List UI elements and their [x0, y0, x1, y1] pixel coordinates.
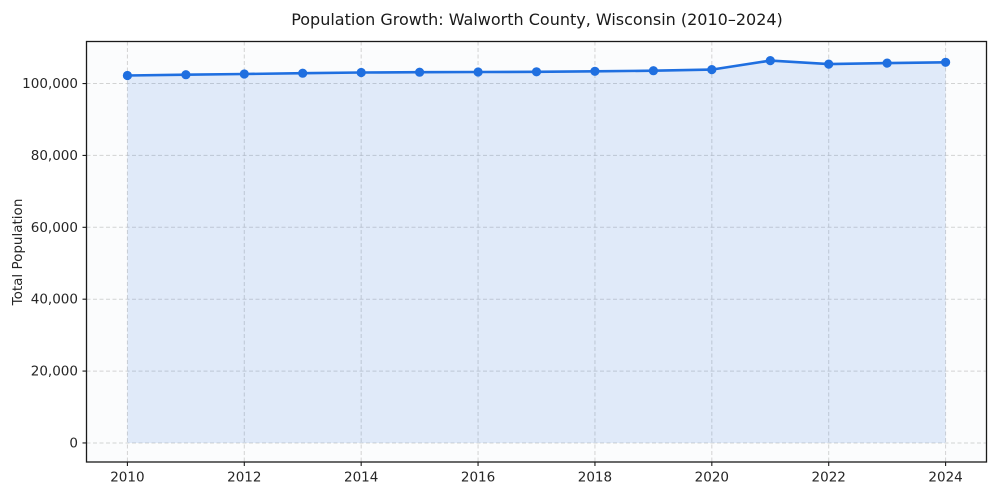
axes-spines [85, 40, 988, 463]
y-axis-label: Total Population [10, 198, 26, 306]
x-tick-label: 2022 [812, 470, 846, 486]
x-tick-label: 2018 [578, 470, 612, 486]
y-tick-label: 60,000 [31, 220, 78, 236]
data-point [531, 67, 542, 77]
x-tick-label: 2020 [695, 470, 729, 486]
data-point [473, 67, 483, 77]
data-point [824, 59, 834, 69]
data-point [707, 65, 717, 75]
chart-title: Population Growth: Walworth County, Wisc… [291, 10, 783, 29]
x-tick-label: 2012 [227, 470, 261, 486]
data-point [941, 57, 951, 67]
x-tick-label: 2024 [928, 470, 962, 486]
data-point [122, 70, 132, 81]
data-point [415, 67, 425, 77]
data-point [765, 56, 775, 66]
area-fill [127, 60, 946, 443]
data-point [648, 66, 659, 76]
plot-background [86, 41, 987, 462]
y-tick-label: 80,000 [31, 148, 78, 164]
y-tick-label: 40,000 [31, 292, 78, 308]
y-tick-label: 20,000 [31, 364, 78, 380]
data-point [882, 58, 892, 68]
data-point [356, 67, 366, 78]
data-point [239, 69, 249, 79]
x-tick-label: 2014 [344, 470, 378, 486]
data-point [298, 68, 308, 78]
data-point [181, 70, 191, 80]
y-tick-label: 0 [69, 435, 78, 451]
x-tick-label: 2010 [110, 470, 144, 486]
y-tick-label: 100,000 [22, 76, 78, 92]
data-point [590, 66, 600, 76]
x-tick-label: 2016 [461, 470, 495, 486]
